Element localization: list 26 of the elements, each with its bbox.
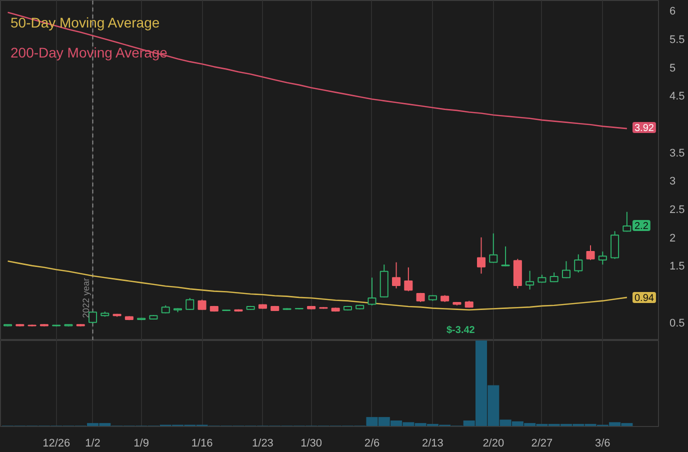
x-tick-label: 1/9 <box>134 438 149 450</box>
x-tick-label: 2/13 <box>422 438 444 450</box>
text: 2.2 <box>634 221 649 232</box>
y-tick-label: 0.5 <box>670 317 685 330</box>
x-tick-label: 2/20 <box>482 438 504 450</box>
y-tick-label: 6 <box>670 6 676 18</box>
y-tick-label: 2.5 <box>670 204 685 216</box>
x-tick-label: 1/2 <box>85 438 100 450</box>
y-tick-label: 5 <box>670 62 676 74</box>
y-tick-label: 2 <box>670 232 676 244</box>
x-tick-label: 1/23 <box>252 438 274 450</box>
x-tick-label: 1/30 <box>300 438 322 450</box>
ref-line-label: 2022 year <box>80 278 91 318</box>
x-tick-label: 2/27 <box>531 438 553 450</box>
x-tick-label: 12/26 <box>42 438 70 450</box>
x-tick-label: 3/6 <box>595 438 610 450</box>
text: 3.92 <box>634 123 654 134</box>
x-tick-label: 1/16 <box>191 438 213 450</box>
annotation: $-3.42 <box>446 325 476 336</box>
y-tick-label: 3 <box>670 176 676 188</box>
x-tick-label: 2/6 <box>364 438 380 450</box>
y-tick-label: 5.5 <box>670 34 685 46</box>
y-tick-label: 1.5 <box>670 260 685 273</box>
y-tick-label: 4.5 <box>670 90 685 103</box>
y-tick-label: 3.5 <box>670 147 685 160</box>
text: 0.94 <box>634 293 654 304</box>
